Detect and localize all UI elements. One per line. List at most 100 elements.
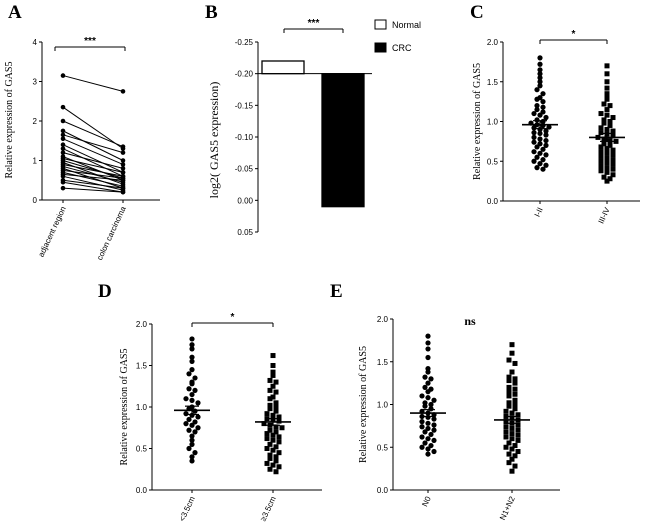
data-point [425,365,431,372]
data-point [540,109,546,115]
data-point [120,177,126,183]
data-point [276,434,282,440]
data-point [425,451,431,457]
data-point [270,369,276,375]
significance-label: * [572,29,576,40]
data-point [537,150,543,156]
data-point [276,414,282,420]
data-point [604,160,610,166]
data-point [509,436,515,442]
data-point [503,424,509,430]
data-point [189,441,195,447]
y-tick-label: -0.20 [235,70,254,79]
data-point [264,446,270,451]
data-point [192,429,198,435]
data-point [610,172,616,178]
data-point [537,95,543,101]
data-point [192,375,198,381]
y-tick-label: 1.5 [377,358,389,367]
data-point [267,387,273,393]
data-point [598,168,604,174]
data-point [264,460,270,466]
data-point [273,400,279,406]
y-tick-label: 0.00 [237,196,253,205]
data-point [512,360,518,366]
data-point [509,431,515,437]
data-point [610,133,616,139]
paired-line [62,75,124,92]
data-point [267,427,273,433]
data-point [186,371,192,377]
paired-line [62,138,124,165]
data-point [540,99,546,105]
data-point [419,419,425,425]
panel-letter: A [8,2,22,23]
data-point [425,420,431,426]
data-point [512,380,518,386]
data-point [428,401,434,408]
paired-line [62,106,124,150]
data-point [267,396,273,402]
paired-line [62,169,124,179]
data-point [276,464,282,470]
data-point [604,146,610,152]
y-tick-label: 2.0 [136,320,148,329]
data-point [120,144,126,149]
data-point [540,104,546,110]
data-point [537,136,543,142]
data-point [506,440,512,446]
data-point [189,454,195,460]
data-point [428,386,434,392]
y-tick-label: 1.0 [136,403,148,412]
data-point [270,447,276,453]
data-point [537,61,543,67]
data-point [604,178,610,184]
data-point [598,149,604,155]
data-point [531,110,537,117]
data-point [264,411,270,417]
data-point [509,468,515,474]
data-point [543,128,549,134]
data-point [604,155,610,161]
data-point [537,75,543,81]
data-point [604,126,610,132]
data-point [186,445,192,452]
data-point [509,456,515,462]
data-point [531,130,537,136]
y-tick-label: 0.0 [136,486,148,495]
data-point [60,132,66,138]
data-point [120,189,126,195]
data-point [422,400,428,406]
data-point [189,342,195,348]
data-point [601,120,607,126]
data-point [425,346,431,352]
data-point [543,132,549,138]
data-point [273,429,279,435]
data-point [610,115,616,121]
y-tick-label: 2 [33,117,38,126]
data-point [120,170,126,175]
data-point [601,141,607,147]
y-tick-label: 1.0 [377,401,389,410]
data-point [270,437,276,443]
data-point [428,431,434,438]
data-point [610,152,616,158]
data-point [512,391,518,397]
data-point [506,393,512,399]
data-point [534,103,540,109]
data-point [195,414,201,420]
y-tick-label: 2.0 [487,38,499,47]
data-point [604,165,610,171]
data-point [607,103,613,109]
data-point [431,437,437,444]
data-point [543,162,549,168]
y-tick-label: 0 [33,196,38,205]
data-point [192,450,198,456]
paired-line [62,144,124,173]
data-point [183,396,189,402]
data-point [425,333,431,339]
data-point [195,400,201,406]
data-point [598,163,604,169]
x-tick-label: colon carcinoma [95,205,128,262]
x-tick-label: N0 [420,495,433,509]
